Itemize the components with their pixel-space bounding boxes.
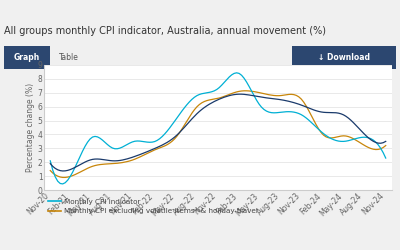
Y-axis label: Percentage change (%): Percentage change (%) [26,83,35,172]
Text: Graph: Graph [14,53,40,62]
Text: Table: Table [59,53,79,62]
Legend: Monthly CPI indicator, Monthly CPI excluding volatile items* & holiday travel: Monthly CPI indicator, Monthly CPI exclu… [48,198,258,214]
Text: ↓ Download: ↓ Download [318,53,370,62]
Text: All groups monthly CPI indicator, Australia, annual movement (%): All groups monthly CPI indicator, Austra… [4,26,326,36]
